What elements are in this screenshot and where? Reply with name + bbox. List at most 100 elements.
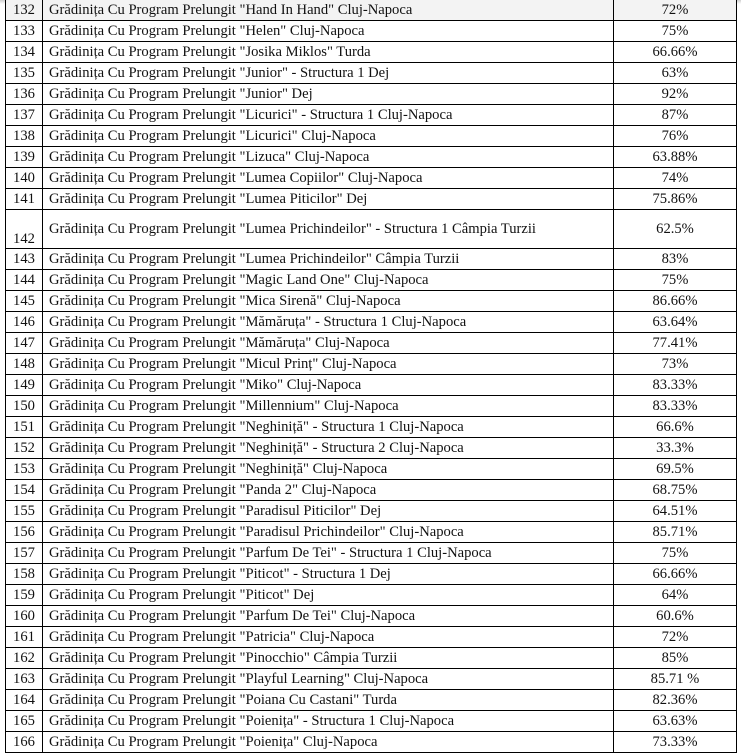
kindergarten-name: Grădinița Cu Program Prelungit "Lumea Pr… <box>42 248 614 270</box>
kindergarten-name: Grădinița Cu Program Prelungit "Licurici… <box>42 104 614 126</box>
percentage: 85.71% <box>613 521 737 543</box>
row-number: 144 <box>5 269 43 291</box>
row-number: 143 <box>5 248 43 270</box>
row-number: 150 <box>5 395 43 417</box>
row-number: 146 <box>5 311 43 333</box>
table-row: 135 Grădinița Cu Program Prelungit "Junio… <box>5 62 737 84</box>
table-row: 162 Grădinița Cu Program Prelungit "Pinoc… <box>5 647 737 669</box>
kindergarten-name: Grădinița Cu Program Prelungit "Poienița… <box>42 731 614 753</box>
table-row: 146 Grădinița Cu Program Prelungit "Mămăr… <box>5 311 737 333</box>
percentage: 63% <box>613 62 737 84</box>
percentage: 75% <box>613 20 737 42</box>
row-number: 163 <box>5 668 43 690</box>
row-number: 164 <box>5 689 43 711</box>
table-row: 151 Grădinița Cu Program Prelungit "Neghi… <box>5 416 737 438</box>
row-number: 161 <box>5 626 43 648</box>
percentage: 73% <box>613 353 737 375</box>
table-body: 132 Grădinița Cu Program Prelungit "Hand … <box>5 0 737 753</box>
kindergarten-name: Grădinița Cu Program Prelungit "Piticot"… <box>42 563 614 585</box>
row-number: 140 <box>5 167 43 189</box>
row-number: 133 <box>5 20 43 42</box>
kindergarten-name: Grădinița Cu Program Prelungit "Josika M… <box>42 41 614 63</box>
kindergarten-name: Grădinița Cu Program Prelungit "Neghiniț… <box>42 437 614 459</box>
percentage: 69.5% <box>613 458 737 480</box>
row-number: 135 <box>5 62 43 84</box>
table-row: 158 Grădinița Cu Program Prelungit "Pitic… <box>5 563 737 585</box>
percentage: 75% <box>613 269 737 291</box>
table-row: 139 Grădinița Cu Program Prelungit "Lizuc… <box>5 146 737 168</box>
kindergarten-name: Grădinița Cu Program Prelungit "Playful … <box>42 668 614 690</box>
kindergarten-name: Grădinița Cu Program Prelungit "Magic La… <box>42 269 614 291</box>
kindergarten-name: Grădinița Cu Program Prelungit "Lumea Co… <box>42 167 614 189</box>
row-number: 157 <box>5 542 43 564</box>
row-number: 137 <box>5 104 43 126</box>
row-number: 154 <box>5 479 43 501</box>
kindergarten-name: Grădinița Cu Program Prelungit "Paradisu… <box>42 521 614 543</box>
row-number: 147 <box>5 332 43 354</box>
row-number: 149 <box>5 374 43 396</box>
kindergarten-name: Grădinița Cu Program Prelungit "Licurici… <box>42 125 614 147</box>
table-row: 166 Grădinița Cu Program Prelungit "Poien… <box>5 731 737 753</box>
table-row: 141 Grădinița Cu Program Prelungit "Lumea… <box>5 188 737 210</box>
percentage: 66.6% <box>613 416 737 438</box>
table-row: 160 Grădinița Cu Program Prelungit "Parfu… <box>5 605 737 627</box>
row-number: 159 <box>5 584 43 606</box>
row-number: 145 <box>5 290 43 312</box>
percentage: 66.66% <box>613 41 737 63</box>
table-row: 161 Grădinița Cu Program Prelungit "Patri… <box>5 626 737 648</box>
kindergarten-name: Grădinița Cu Program Prelungit "Neghiniț… <box>42 458 614 480</box>
row-number: 160 <box>5 605 43 627</box>
kindergarten-name: Grădinița Cu Program Prelungit "Panda 2"… <box>42 479 614 501</box>
row-number: 138 <box>5 125 43 147</box>
percentage: 64.51% <box>613 500 737 522</box>
percentage: 82.36% <box>613 689 737 711</box>
percentage: 75% <box>613 542 737 564</box>
percentage: 85% <box>613 647 737 669</box>
percentage: 76% <box>613 125 737 147</box>
row-number: 134 <box>5 41 43 63</box>
kindergarten-name: Grădinița Cu Program Prelungit "Junior" … <box>42 83 614 105</box>
percentage: 83% <box>613 248 737 270</box>
table-row: 164 Grădinița Cu Program Prelungit "Poian… <box>5 689 737 711</box>
table-row: 155 Grădinița Cu Program Prelungit "Parad… <box>5 500 737 522</box>
table-row: 149 Grădinița Cu Program Prelungit "Miko"… <box>5 374 737 396</box>
row-number: 165 <box>5 710 43 732</box>
table-row: 154 Grădinița Cu Program Prelungit "Panda… <box>5 479 737 501</box>
kindergarten-name: Grădinița Cu Program Prelungit "Junior" … <box>42 62 614 84</box>
table-row: 165 Grădinița Cu Program Prelungit "Poien… <box>5 710 737 732</box>
row-number: 156 <box>5 521 43 543</box>
kindergarten-name: Grădinița Cu Program Prelungit "Parfum D… <box>42 605 614 627</box>
kindergarten-name: Grădinița Cu Program Prelungit "Lizuca" … <box>42 146 614 168</box>
row-number: 166 <box>5 731 43 753</box>
percentage: 63.88% <box>613 146 737 168</box>
kindergarten-name: Grădinița Cu Program Prelungit "Mica Sir… <box>42 290 614 312</box>
row-number: 148 <box>5 353 43 375</box>
table-row: 157 Grădinița Cu Program Prelungit "Parfu… <box>5 542 737 564</box>
kindergarten-table: 132 Grădinița Cu Program Prelungit "Hand … <box>5 0 737 753</box>
row-number: 158 <box>5 563 43 585</box>
row-number: 142 <box>5 209 43 249</box>
kindergarten-name: Grădinița Cu Program Prelungit "Paradisu… <box>42 500 614 522</box>
kindergarten-name: Grădinița Cu Program Prelungit "Parfum D… <box>42 542 614 564</box>
table-row: 137 Grădinița Cu Program Prelungit "Licur… <box>5 104 737 126</box>
table-row: 138 Grădinița Cu Program Prelungit "Licur… <box>5 125 737 147</box>
percentage: 72% <box>613 626 737 648</box>
percentage: 87% <box>613 104 737 126</box>
kindergarten-name: Grădinița Cu Program Prelungit "Miko" Cl… <box>42 374 614 396</box>
percentage: 33.3% <box>613 437 737 459</box>
table-row: 145 Grădinița Cu Program Prelungit "Mica … <box>5 290 737 312</box>
table-row: 143 Grădinița Cu Program Prelungit "Lumea… <box>5 248 737 270</box>
kindergarten-name: Grădinița Cu Program Prelungit "Piticot"… <box>42 584 614 606</box>
row-number: 152 <box>5 437 43 459</box>
kindergarten-name: Grădinița Cu Program Prelungit "Poienița… <box>42 710 614 732</box>
row-number: 132 <box>5 0 43 21</box>
table-row: 134 Grădinița Cu Program Prelungit "Josik… <box>5 41 737 63</box>
kindergarten-name: Grădinița Cu Program Prelungit "Neghiniț… <box>42 416 614 438</box>
kindergarten-name: Grădinița Cu Program Prelungit "Patricia… <box>42 626 614 648</box>
table-row: 156 Grădinița Cu Program Prelungit "Parad… <box>5 521 737 543</box>
kindergarten-name: Grădinița Cu Program Prelungit "Micul Pr… <box>42 353 614 375</box>
table-row: 133 Grădinița Cu Program Prelungit "Helen… <box>5 20 737 42</box>
table-row: 153 Grădinița Cu Program Prelungit "Neghi… <box>5 458 737 480</box>
percentage: 92% <box>613 83 737 105</box>
table-row: 148 Grădinița Cu Program Prelungit "Micul… <box>5 353 737 375</box>
